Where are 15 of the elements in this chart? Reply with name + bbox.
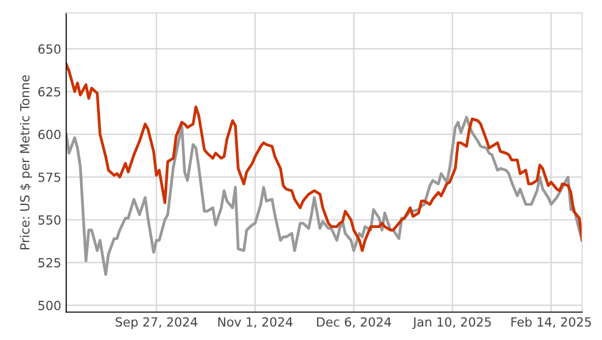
x-tick-label: Nov 1, 2024 (218, 317, 292, 328)
y-tick-label: 550 (38, 215, 61, 225)
x-tick-label: Feb 14, 2025 (511, 316, 591, 328)
line-series (66, 116, 582, 276)
y-tick-label: 500 (38, 300, 61, 310)
y-tick-label: 650 (38, 44, 61, 54)
y-axis-title: Price: US $ per Metric Tonne (20, 75, 32, 250)
x-tick-label: Sep 27, 2024 (116, 317, 198, 330)
y-tick-label: 575 (38, 172, 60, 182)
x-tick-label: Jan 10, 2025 (412, 317, 491, 329)
x-tick-label: Dec 6, 2024 (317, 317, 392, 328)
y-tick-label: 525 (38, 258, 60, 268)
line-series (66, 62, 582, 252)
y-tick-label: 625 (38, 87, 60, 96)
y-tick-label: 600 (38, 130, 61, 140)
